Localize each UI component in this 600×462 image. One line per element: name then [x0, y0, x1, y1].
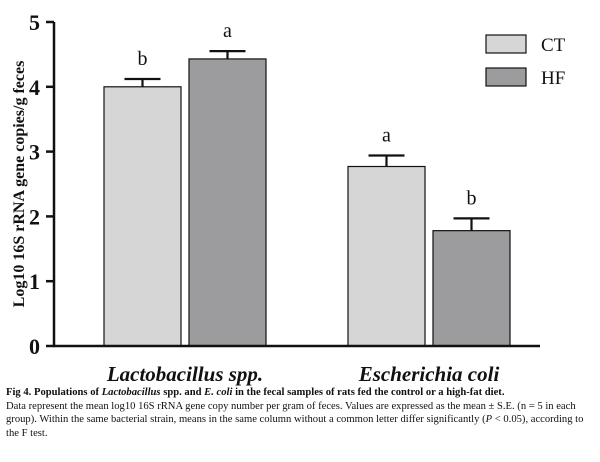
caption-fig-label: Fig 4.: [6, 387, 32, 398]
caption-title-text-2: spp. and: [163, 387, 202, 398]
x-category-label: Lactobacillus spp.: [106, 362, 263, 386]
y-tick-label: 0: [29, 334, 40, 359]
significance-letter: b: [138, 48, 148, 70]
legend-swatch-hf: [485, 67, 527, 87]
y-axis-label: Log10 16S rRNA gene copies/g feces: [11, 61, 28, 308]
caption-title: Fig 4. Populations of Lactobacillus spp.…: [6, 387, 504, 398]
significance-letter: b: [467, 187, 477, 209]
y-tick-label: 2: [29, 204, 40, 229]
y-tick-label: 1: [29, 269, 40, 294]
legend: CT HF: [485, 34, 566, 89]
bar-hf: [432, 230, 511, 347]
caption-body-text-2: < 0.05), according to the F test.: [6, 414, 584, 439]
legend-swatch-ct: [485, 34, 527, 54]
significance-letter: a: [382, 124, 391, 146]
chart: b a a b 0 1 2 3 4 5 Lactobacillus spp. Escherichia…: [11, 10, 566, 386]
plot-area: b a a b: [103, 20, 511, 347]
bar-ct: [103, 86, 182, 347]
legend-label-ct: CT: [541, 35, 566, 56]
caption-title-text-3: in the fecal samples of rats fed the con…: [235, 387, 505, 398]
caption-body: Data represent the mean log10 16S rRNA g…: [6, 401, 583, 439]
figure-caption: Fig 4. Populations of Lactobacillus spp.…: [6, 386, 596, 440]
caption-body-text-1: Data represent the mean log10 16S rRNA g…: [6, 400, 576, 426]
legend-label-hf: HF: [541, 68, 565, 89]
x-category-label: Escherichia coli: [358, 362, 500, 386]
significance-letter: a: [223, 20, 232, 42]
y-tick-label: 5: [29, 10, 40, 35]
bar-hf: [188, 58, 267, 347]
axes: 0 1 2 3 4 5 Lactobacillus spp. Escherichia coli: [29, 10, 540, 386]
caption-body-p: P: [485, 414, 493, 426]
y-tick-label: 3: [29, 140, 40, 165]
y-tick-label: 4: [29, 75, 40, 100]
bar-ct: [347, 165, 426, 347]
caption-title-italic-1: Lactobacillus: [101, 387, 161, 398]
caption-title-italic-2: E. coli: [204, 387, 233, 398]
caption-title-text-1: Populations of: [33, 387, 100, 398]
